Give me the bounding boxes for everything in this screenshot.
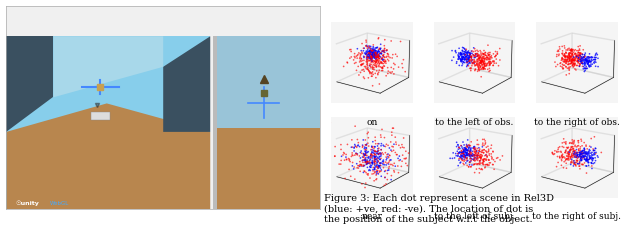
Text: WebGL: WebGL: [51, 200, 70, 205]
Text: near: near: [362, 212, 383, 220]
Text: to the right of obs.: to the right of obs.: [534, 117, 620, 126]
Polygon shape: [163, 37, 211, 132]
Bar: [6, 37, 211, 209]
Text: to the left of subj.: to the left of subj.: [434, 212, 515, 220]
Text: to the left of obs.: to the left of obs.: [435, 117, 514, 126]
Bar: [216, 37, 320, 209]
Text: to the right of subj.: to the right of subj.: [532, 212, 621, 220]
Text: on: on: [367, 117, 378, 126]
Bar: [6, 7, 320, 37]
Polygon shape: [6, 37, 54, 132]
Bar: [91, 112, 110, 120]
Text: ☉unity: ☉unity: [16, 200, 40, 205]
Text: Figure 3: Each dot represent a scene in Rel3D
(blue: +ve, red: -ve). The locatio: Figure 3: Each dot represent a scene in …: [324, 193, 554, 223]
Bar: [216, 37, 320, 128]
Polygon shape: [6, 104, 211, 209]
Polygon shape: [54, 37, 163, 98]
Bar: [213, 37, 216, 209]
Polygon shape: [216, 128, 320, 209]
